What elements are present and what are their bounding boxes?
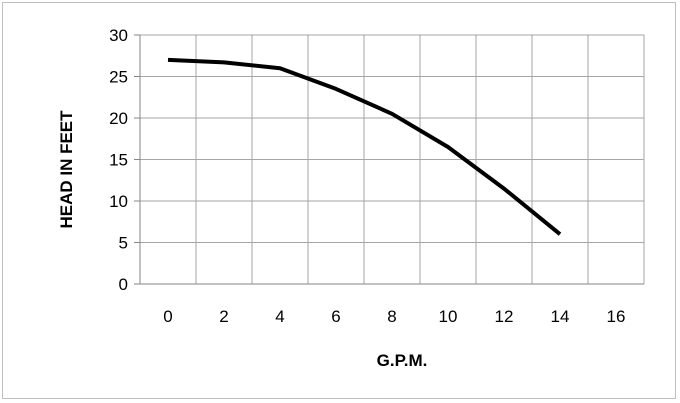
x-tick-label: 14	[551, 307, 570, 326]
x-tick-label: 6	[331, 307, 340, 326]
y-tick-label: 30	[109, 26, 128, 45]
y-tick-label: 15	[109, 151, 128, 170]
y-tick-label: 0	[119, 275, 128, 294]
x-tick-label: 4	[275, 307, 284, 326]
x-tick-label: 12	[495, 307, 514, 326]
x-tick-label: 16	[607, 307, 626, 326]
x-tick-label: 2	[219, 307, 228, 326]
x-axis-title: G.P.M.	[377, 351, 428, 370]
y-tick-label: 25	[109, 68, 128, 87]
y-tick-label: 10	[109, 192, 128, 211]
grid-lines	[139, 34, 645, 285]
x-tick-labels: 0 2 4 6 8 10 12 14 16	[163, 307, 625, 326]
y-tick-label: 5	[119, 234, 128, 253]
axes	[134, 34, 141, 285]
x-tick-label: 8	[387, 307, 396, 326]
x-tick-label: 0	[163, 307, 172, 326]
x-tick-label: 10	[439, 307, 458, 326]
y-axis-title: HEAD IN FEET	[57, 110, 76, 229]
series-line	[167, 57, 562, 236]
series-layer	[167, 57, 562, 236]
y-tick-labels: 0 5 10 15 20 25 30	[109, 26, 128, 294]
y-tick-label: 20	[109, 109, 128, 128]
